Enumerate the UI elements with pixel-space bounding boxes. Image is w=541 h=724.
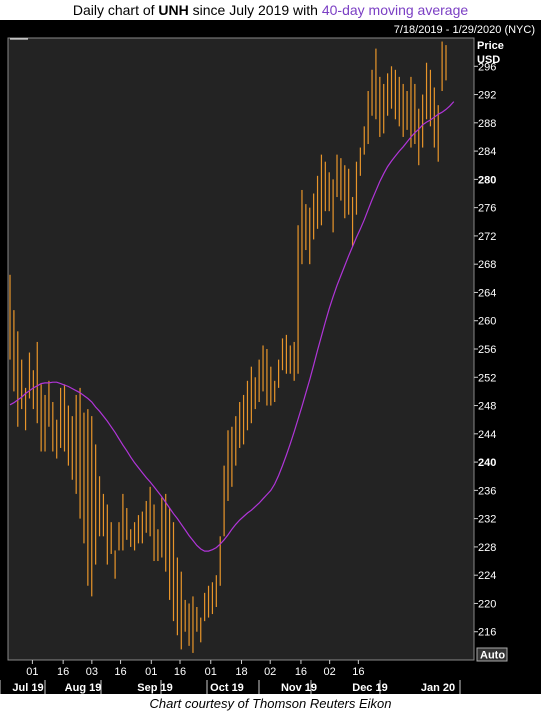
y-tick-label: 260 <box>478 316 496 328</box>
x-tick-label: 02 <box>324 666 336 678</box>
auto-scale-button[interactable]: Auto <box>480 650 505 662</box>
chart-area: 7/18/2019 - 1/29/2020 (NYC) Price USD 21… <box>0 20 541 694</box>
y-tick-label: 288 <box>478 118 496 130</box>
y-tick-label: 296 <box>478 61 496 73</box>
x-tick-label: 03 <box>86 666 98 678</box>
y-tick-label: 256 <box>478 344 496 356</box>
ohlc-series <box>9 41 447 653</box>
y-axis-ticks: 216 220 224 228 232 236 240 244 248 252 256 260 264 2… <box>474 61 496 639</box>
y-tick-label: 236 <box>478 485 496 497</box>
x-tick-label: 16 <box>114 666 126 678</box>
y-tick-label: 276 <box>478 203 496 215</box>
x-tick-label: 16 <box>174 666 186 678</box>
x-tick-label: 16 <box>352 666 364 678</box>
x-month-label: Jul 19 <box>12 682 43 694</box>
y-tick-label: 224 <box>478 570 496 582</box>
y-tick-label: 292 <box>478 90 496 102</box>
y-tick-label: 252 <box>478 372 496 384</box>
x-tick-label: 16 <box>57 666 69 678</box>
x-month-label: Aug 19 <box>65 682 102 694</box>
y-tick-label: 216 <box>478 627 496 639</box>
price-chart: 7/18/2019 - 1/29/2020 (NYC) Price USD 21… <box>0 24 535 694</box>
x-tick-label: 01 <box>205 666 217 678</box>
y-tick-label: 240 <box>478 457 496 469</box>
y-axis-title: Price <box>477 40 504 52</box>
chart-caption: Chart courtesy of Thomson Reuters Eikon <box>149 696 392 711</box>
x-month-label: Nov 19 <box>281 682 317 694</box>
y-tick-label: 228 <box>478 542 496 554</box>
y-tick-label: 248 <box>478 401 496 413</box>
y-tick-label: 268 <box>478 259 496 271</box>
y-tick-label: 244 <box>478 429 496 441</box>
x-tick-label: 02 <box>264 666 276 678</box>
x-month-label: Jan 20 <box>421 682 455 694</box>
title-middle: since July 2019 with <box>188 2 322 18</box>
x-month-label: Oct 19 <box>210 682 244 694</box>
date-range-label: 7/18/2019 - 1/29/2020 (NYC) <box>394 24 535 36</box>
x-tick-label: 18 <box>235 666 247 678</box>
y-tick-label: 232 <box>478 514 496 526</box>
title-prefix: Daily chart of <box>72 2 159 18</box>
chart-title: Daily chart of UNH since July 2019 with … <box>0 2 541 18</box>
x-tick-label: 01 <box>145 666 157 678</box>
y-tick-label: 280 <box>478 174 496 186</box>
x-tick-label: 16 <box>295 666 307 678</box>
y-tick-label: 272 <box>478 231 496 243</box>
y-tick-label: 220 <box>478 598 496 610</box>
title-ma-label: 40-day moving average <box>321 2 469 18</box>
y-axis-unit: USD <box>477 54 500 66</box>
plot-background <box>7 37 475 661</box>
x-month-label: Sep 19 <box>137 682 172 694</box>
moving-average-line <box>9 101 455 552</box>
auto-scale-button-box[interactable] <box>476 647 508 662</box>
x-axis-ticks: 01 16 03 16 01 16 01 18 02 16 02 16 Jul 19 Aug 19 Sep … <box>0 660 461 694</box>
x-month-label: Dec 19 <box>352 682 387 694</box>
title-ticker: UNH <box>158 2 189 18</box>
x-tick-label: 01 <box>26 666 38 678</box>
y-tick-label: 284 <box>478 146 496 158</box>
y-tick-label: 264 <box>478 287 496 299</box>
